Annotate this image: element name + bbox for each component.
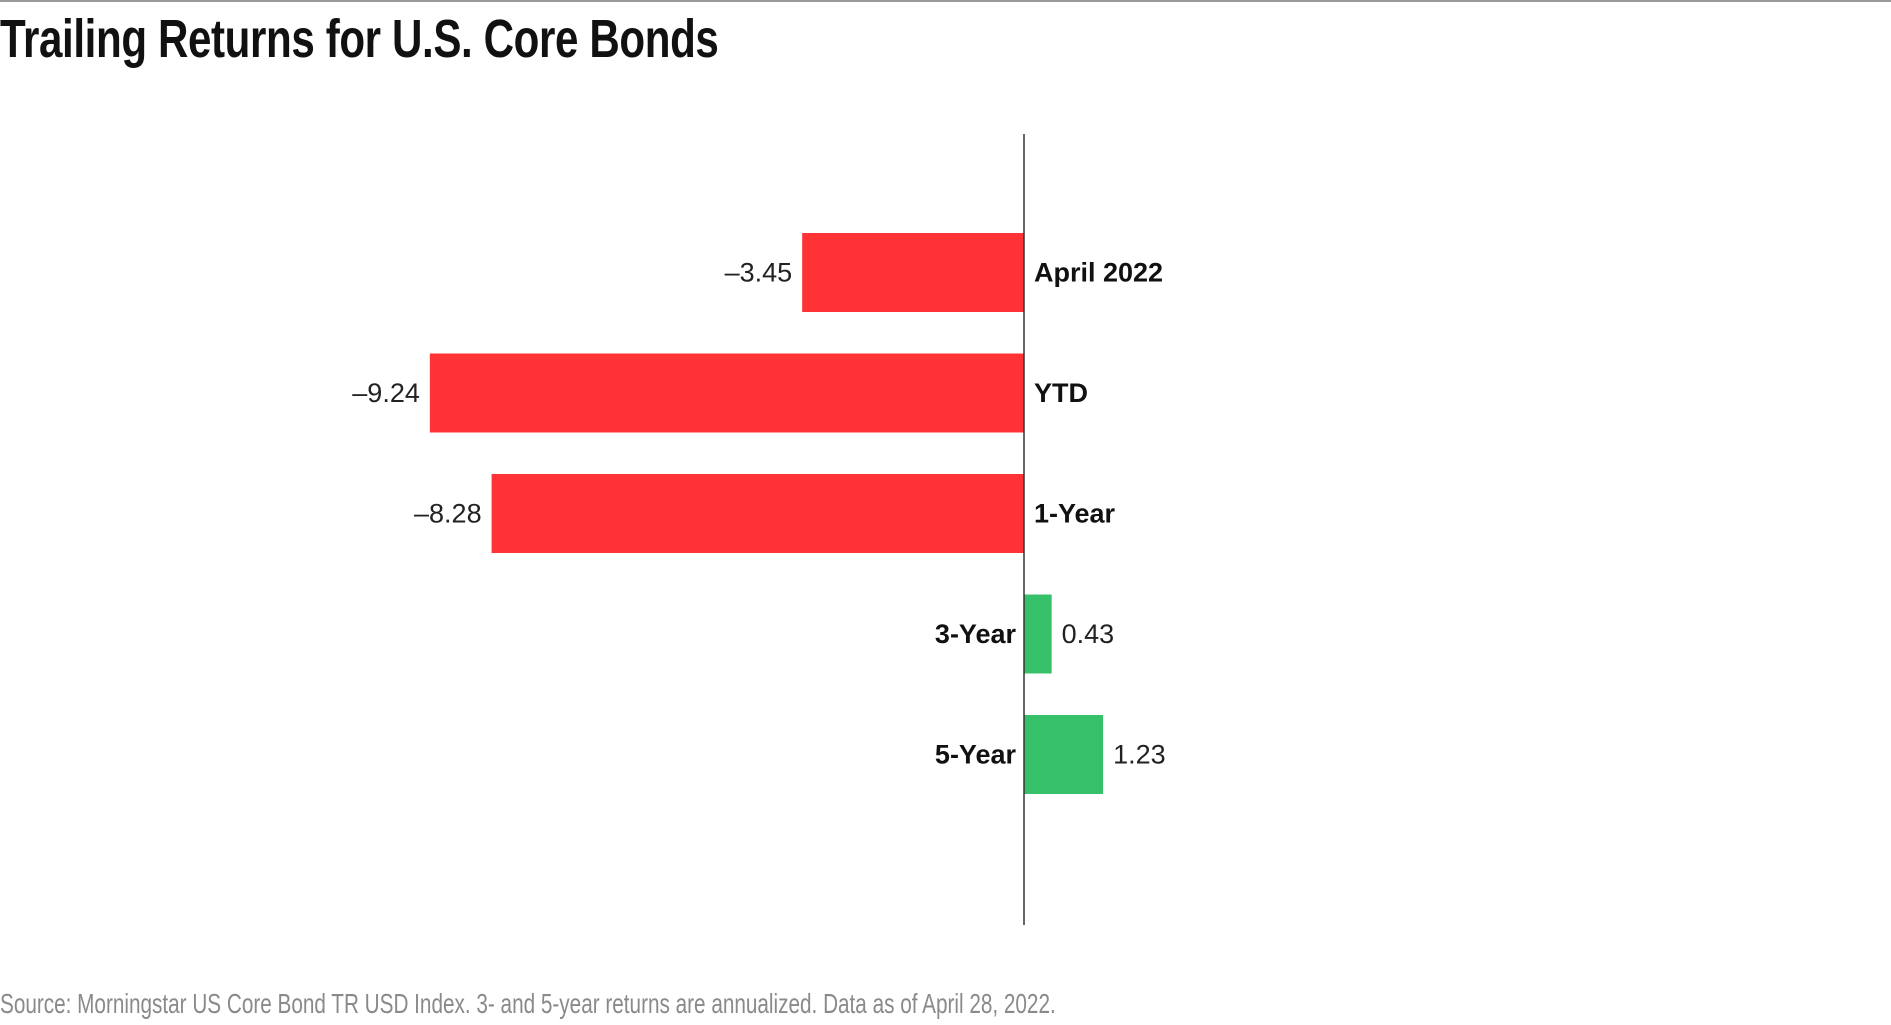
- chart-title: Trailing Returns for U.S. Core Bonds: [0, 9, 719, 69]
- category-label: 3-Year: [935, 619, 1017, 649]
- value-label: 1.23: [1113, 740, 1166, 770]
- bar-ytd: [429, 353, 1024, 433]
- bar-april-2022: [802, 233, 1024, 312]
- category-label: April 2022: [1034, 258, 1163, 288]
- value-label: –8.28: [414, 499, 482, 529]
- value-label: –9.24: [352, 378, 420, 408]
- category-label: YTD: [1034, 378, 1088, 408]
- bar-5-year: [1024, 715, 1104, 794]
- category-label: 1-Year: [1034, 499, 1116, 529]
- source-note: Source: Morningstar US Core Bond TR USD …: [0, 988, 1056, 1019]
- category-label: 5-Year: [935, 740, 1017, 770]
- value-label: –3.45: [725, 258, 793, 288]
- value-label: 0.43: [1062, 619, 1115, 649]
- bar-3-year: [1024, 594, 1052, 674]
- bar-1-year: [491, 474, 1024, 553]
- top-rule: [0, 0, 1891, 2]
